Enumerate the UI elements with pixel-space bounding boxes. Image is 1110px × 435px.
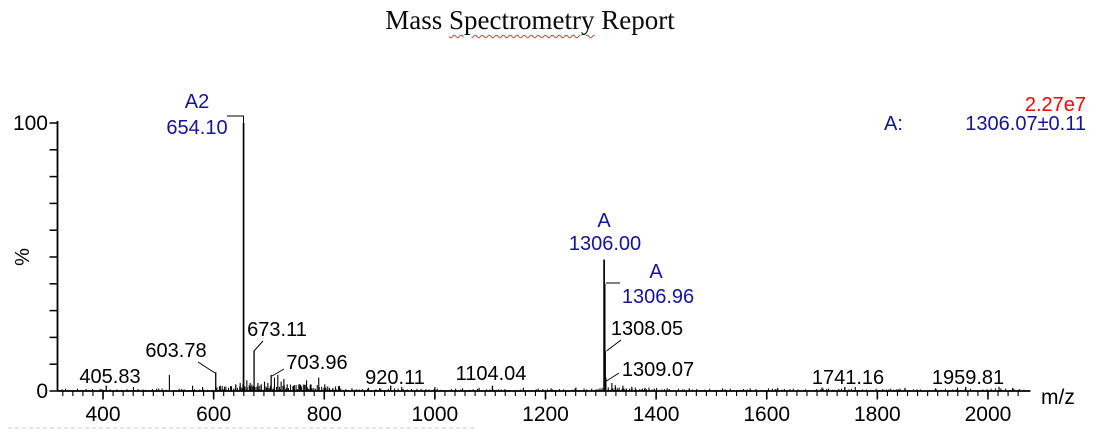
peak-label: 920.11 — [365, 367, 425, 389]
x-axis-tick-label: 1600 — [743, 403, 790, 426]
peak-label-connector — [606, 339, 622, 352]
y-axis-title: % — [12, 248, 34, 266]
x-axis-tick-label: 1800 — [854, 403, 901, 426]
peak-label-connector — [606, 372, 620, 382]
y-axis-max-label: 100 — [13, 112, 48, 135]
peak-label-connector — [253, 340, 264, 352]
peak-label: 1308.05 — [611, 318, 683, 340]
x-axis-tick-label: 1000 — [412, 403, 459, 426]
peak-label: 1104.04 — [456, 363, 527, 385]
peak-label: 603.78 — [145, 340, 206, 362]
peak-series-letter: A — [649, 261, 663, 283]
peak-label: 1306.00 — [569, 233, 641, 255]
peak-label: 673.11 — [247, 319, 307, 341]
peak-label: 1309.07 — [622, 359, 694, 381]
peak-series-letter: A2 — [185, 91, 209, 113]
page-title: Mass Spectrometry Report — [0, 5, 1060, 36]
baseline-noise — [61, 374, 1025, 391]
spectrum-peaks — [105, 123, 967, 391]
peak-label: 703.96 — [286, 352, 347, 374]
peak-series-letter: A — [597, 210, 611, 232]
peak-label-connector — [271, 368, 285, 377]
title-part1: Mass — [385, 5, 450, 35]
x-axis-tick-label: 600 — [196, 403, 231, 426]
x-axis-tick-label: 400 — [85, 403, 120, 426]
y-axis-min-label: 0 — [36, 380, 48, 403]
title-part2: Report — [594, 5, 675, 35]
title-misspelled-word: Spectrometry — [449, 5, 595, 35]
x-axis-tick-label: 1400 — [633, 403, 680, 426]
total-intensity-value: 2.27e7 — [1025, 94, 1086, 116]
peak-label: 405.83 — [79, 366, 140, 388]
series-a-label: A: — [884, 113, 903, 135]
peak-label: 1741.16 — [812, 367, 884, 389]
x-axis-tick-label: 1200 — [522, 403, 569, 426]
x-axis-tick-label: 800 — [307, 403, 342, 426]
x-axis-title: m/z — [1041, 386, 1075, 409]
peak-label-connector — [227, 115, 244, 124]
peak-label: 1959.81 — [932, 367, 1004, 389]
peak-label: 654.10 — [166, 117, 227, 139]
peak-label: 1306.96 — [622, 286, 694, 308]
peak-label-connector — [197, 361, 216, 374]
series-a-mass-value: 1306.07±0.11 — [965, 113, 1086, 135]
x-axis-tick-label: 2000 — [965, 403, 1012, 426]
